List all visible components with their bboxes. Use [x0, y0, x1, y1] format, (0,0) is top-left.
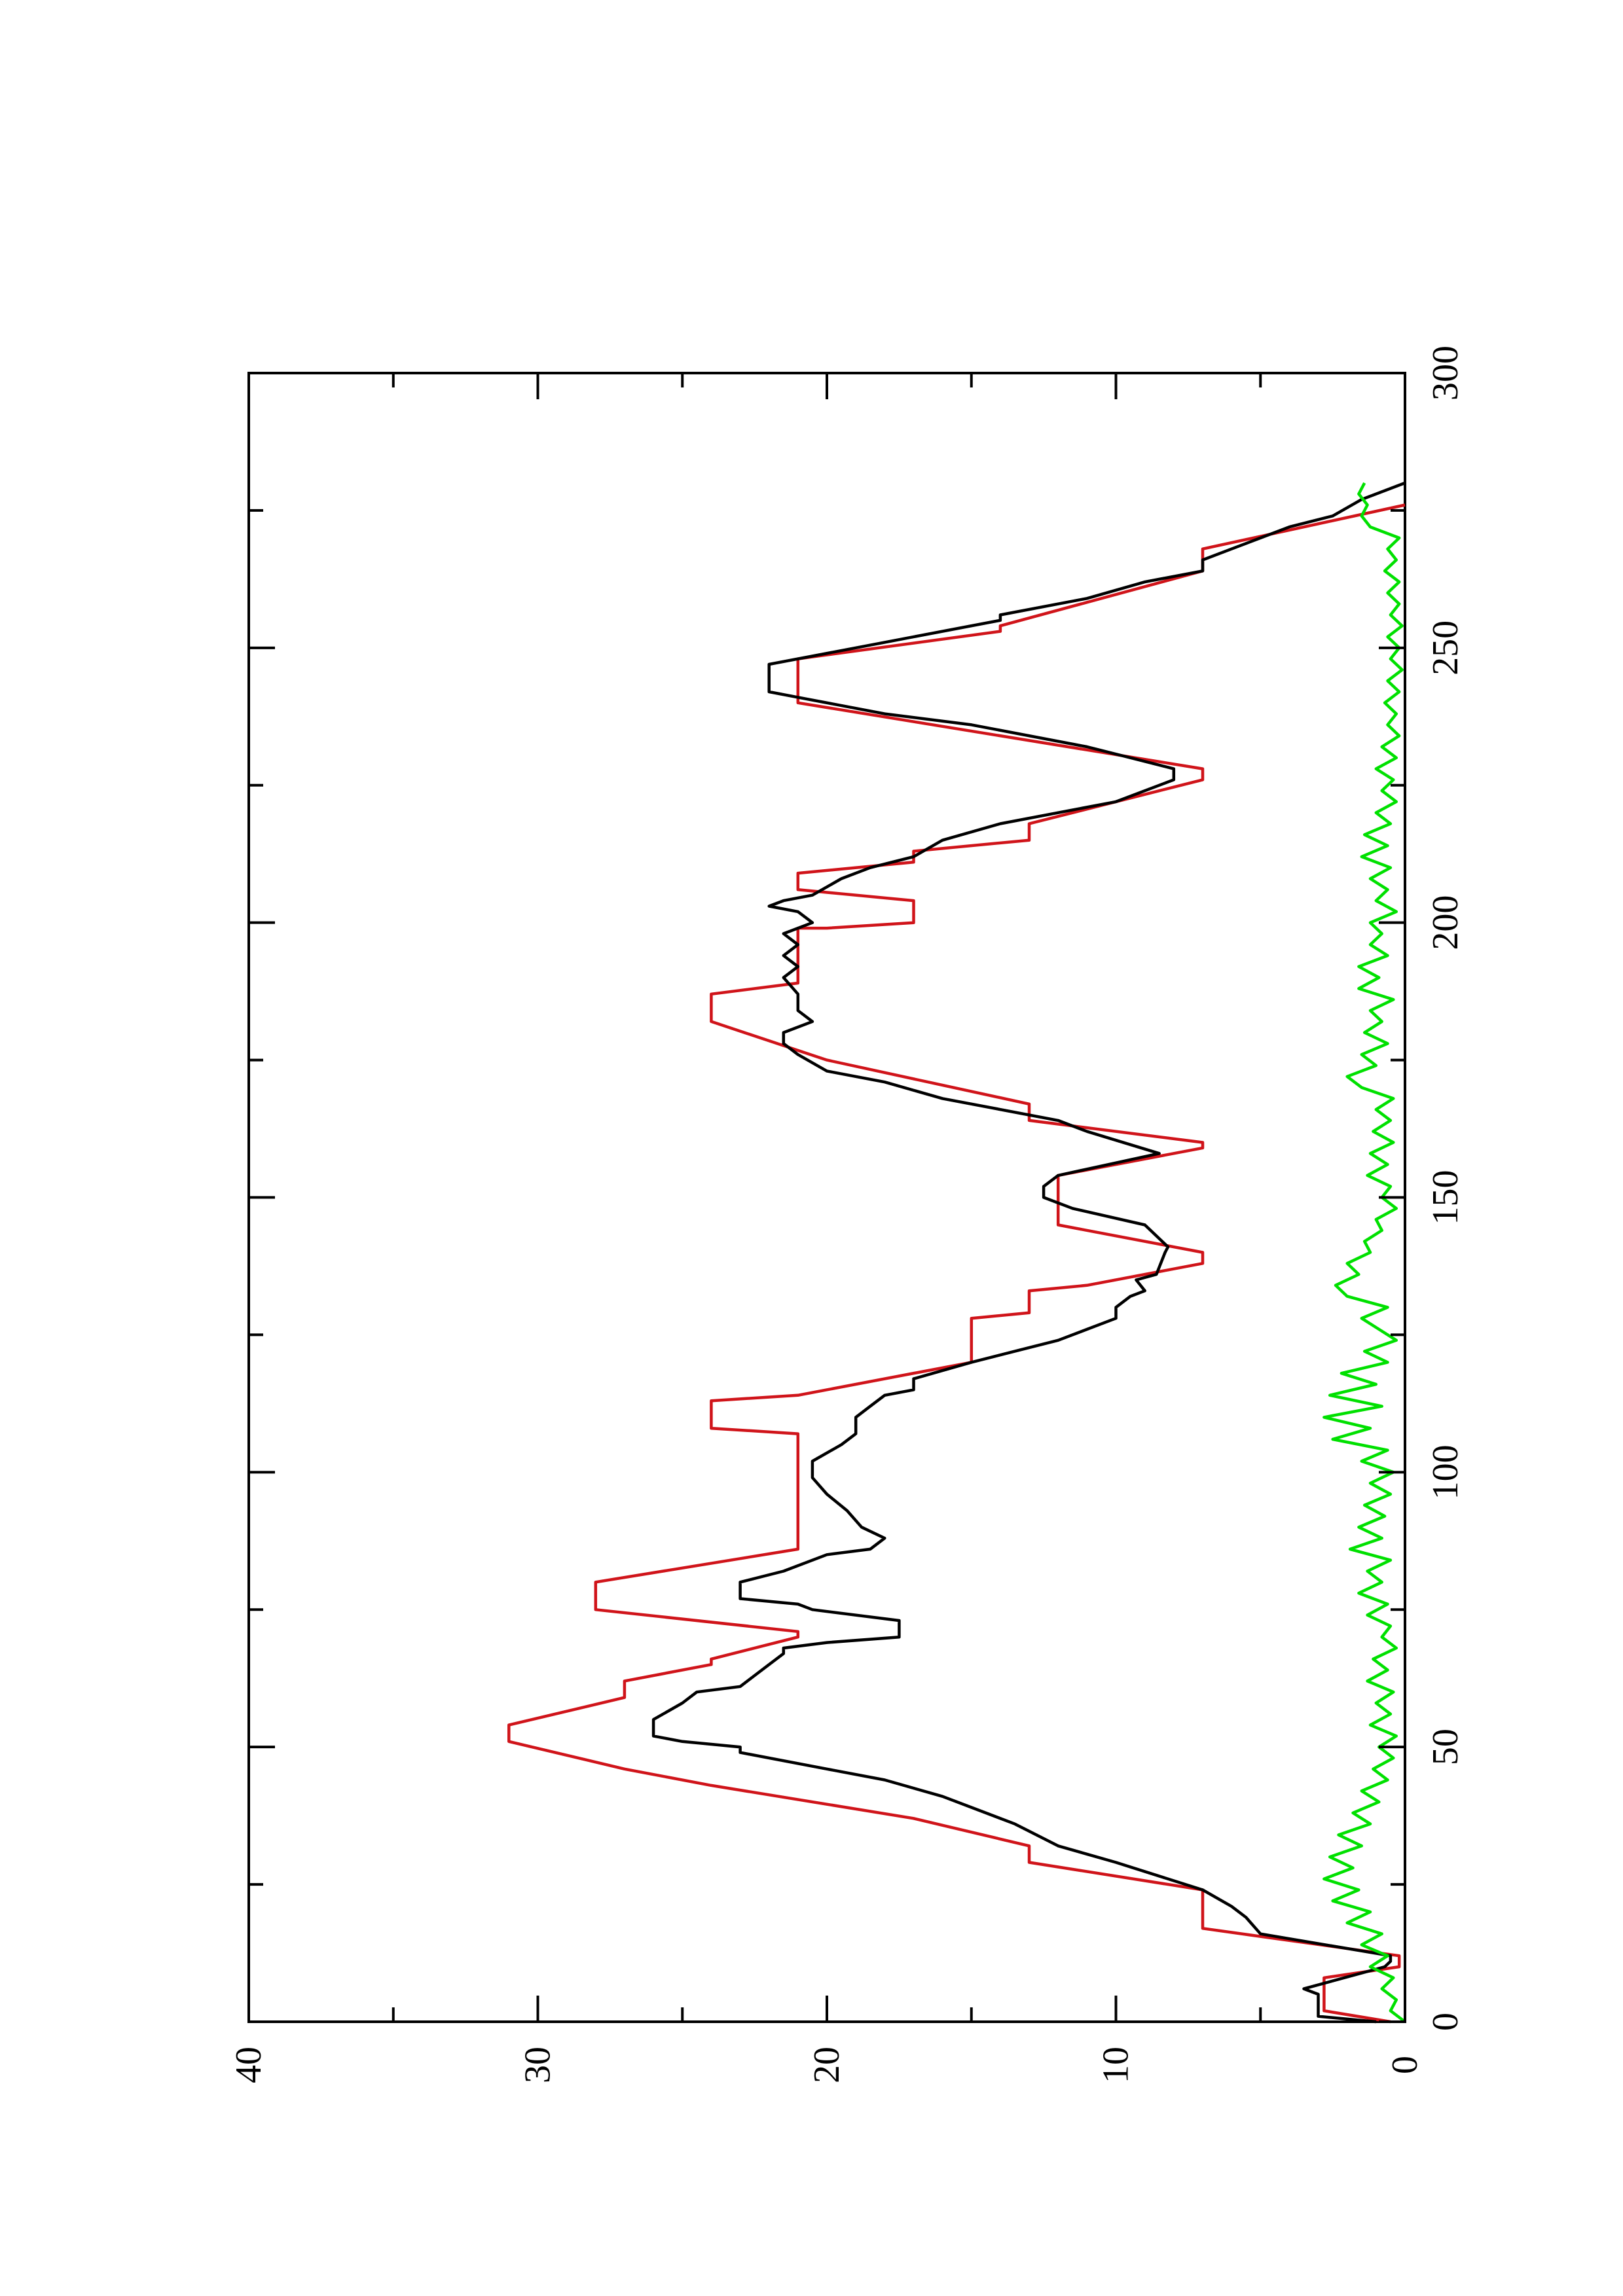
x-tick-label: 0 [1425, 2013, 1466, 2031]
y-axis-ticks: 0 10 20 30 40 [228, 373, 1425, 2083]
x-axis-ticks: 0 50 100 150 200 250 300 [249, 346, 1466, 2031]
y-tick-label: 20 [807, 2047, 847, 2083]
x-tick-label: 200 [1425, 895, 1466, 950]
y-tick-label: 0 [1385, 2056, 1425, 2074]
y-tick-label: 30 [518, 2047, 558, 2083]
x-tick-label: 100 [1425, 1444, 1466, 1499]
x-tick-label: 50 [1425, 1729, 1466, 1765]
x-tick-label: 150 [1425, 1170, 1466, 1225]
series-line-1 [507, 503, 1406, 2024]
series-line-2 [651, 481, 1406, 2024]
x-tick-label: 300 [1425, 346, 1466, 401]
plot-frame [247, 372, 1406, 2023]
y-tick-label: 10 [1096, 2047, 1137, 2083]
series-line-3 [1322, 482, 1406, 2023]
series-layer [507, 481, 1406, 2024]
y-tick-label: 40 [228, 2047, 269, 2083]
x-tick-label: 250 [1425, 620, 1466, 675]
